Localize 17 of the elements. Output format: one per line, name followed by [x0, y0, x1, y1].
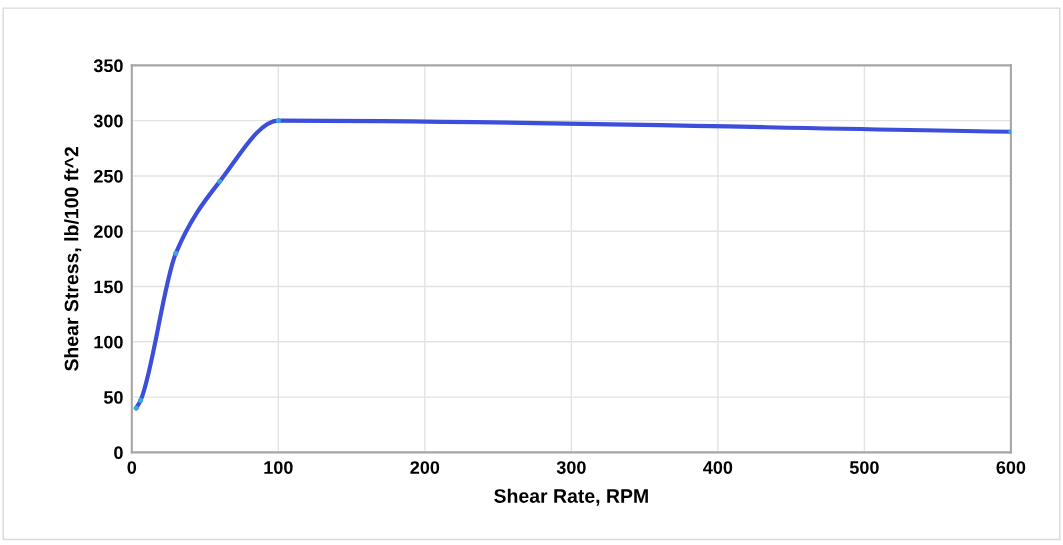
y-tick-label: 200 — [93, 225, 123, 238]
y-tick-label: 150 — [94, 280, 123, 294]
y-tick-label: 300 — [93, 114, 123, 128]
x-tick-label: 200 — [410, 461, 440, 474]
y-tick-label: 100 — [94, 335, 123, 349]
y-axis-title: Shear Stress, lb/100 ft^2 — [64, 146, 82, 371]
x-tick-label: 300 — [556, 461, 586, 474]
y-tick-label: 350 — [93, 59, 123, 73]
y-tick-label: 250 — [93, 169, 123, 183]
x-tick-label: 500 — [849, 461, 879, 474]
y-tick-label: 50 — [103, 391, 123, 404]
x-tick-label: 400 — [703, 461, 733, 474]
y-tick-label: 0 — [114, 446, 123, 460]
x-tick-label: 600 — [996, 461, 1026, 474]
x-tick-label: 0 — [127, 461, 137, 474]
x-tick-label: 100 — [264, 461, 293, 474]
x-axis-title: Shear Rate, RPM — [494, 488, 648, 506]
